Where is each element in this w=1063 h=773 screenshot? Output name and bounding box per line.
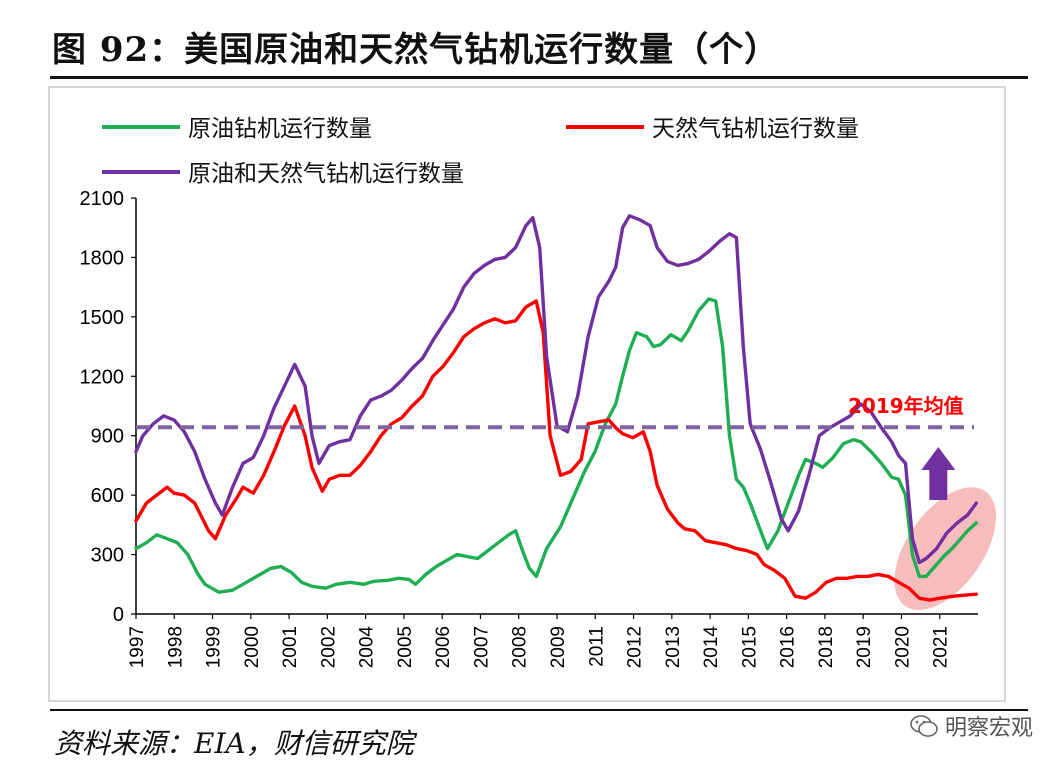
- x-tick-label: 2000: [242, 626, 263, 668]
- chart-frame: [48, 86, 1006, 702]
- bottom-rule: [50, 709, 1028, 711]
- x-tick-label: 2005: [395, 626, 416, 668]
- total-rigs-line: [134, 214, 978, 565]
- x-tick-label: 2004: [357, 626, 378, 669]
- x-tick-label: 2002: [318, 626, 339, 668]
- x-tick-label: 1999: [204, 626, 225, 668]
- rebound-highlight: [894, 487, 997, 610]
- legend-gas-label: 天然气钻机运行数量: [652, 116, 859, 142]
- x-tick-label: 2006: [433, 626, 454, 668]
- x-tick-label: 1997: [127, 626, 148, 668]
- x-tick-label: 2016: [778, 626, 799, 668]
- x-tick-label: 2011: [586, 626, 607, 667]
- x-tick-label: 2018: [816, 626, 837, 668]
- x-tick-label: 2015: [739, 626, 760, 668]
- gas-rigs-line: [134, 299, 978, 602]
- up-arrow-icon: [921, 447, 956, 500]
- y-tick-label: 2100: [80, 188, 125, 210]
- y-tick-label: 900: [91, 426, 124, 448]
- x-tick-label: 2001: [280, 626, 301, 668]
- oil-rigs-line: [134, 297, 978, 594]
- legend-oil-label: 原油钻机运行数量: [188, 116, 372, 142]
- source-note: 资料来源：EIA，财信研究院: [54, 727, 414, 760]
- y-tick-label: 300: [91, 545, 124, 567]
- figure-title: 图 92：美国原油和天然气钻机运行数量（个）: [52, 30, 780, 70]
- x-tick-label: 2013: [663, 626, 684, 668]
- average-annotation: 2019年均值: [848, 394, 964, 418]
- watermark: 明察宏观: [909, 710, 1033, 742]
- y-tick-label: 1200: [80, 366, 125, 388]
- x-tick-label: 2014: [701, 626, 722, 669]
- x-tick-label: 2021: [931, 626, 952, 668]
- y-tick-label: 1800: [80, 247, 125, 269]
- x-tick-label: 2009: [548, 626, 569, 668]
- y-tick-label: 0: [113, 604, 124, 626]
- watermark-text: 明察宏观: [944, 716, 1033, 741]
- x-tick-label: 2008: [510, 626, 531, 668]
- y-tick-label: 600: [91, 485, 124, 507]
- x-tick-label: 1998: [165, 626, 186, 668]
- x-tick-label: 2019: [854, 626, 875, 668]
- x-tick-label: 2012: [625, 626, 646, 668]
- wechat-icon: [910, 715, 938, 737]
- y-tick-label: 1500: [80, 307, 125, 329]
- x-tick-label: 2007: [471, 626, 492, 668]
- legend-total-label: 原油和天然气钻机运行数量: [188, 161, 464, 187]
- title-rule: [50, 76, 1028, 79]
- x-tick-label: 2020: [892, 626, 913, 668]
